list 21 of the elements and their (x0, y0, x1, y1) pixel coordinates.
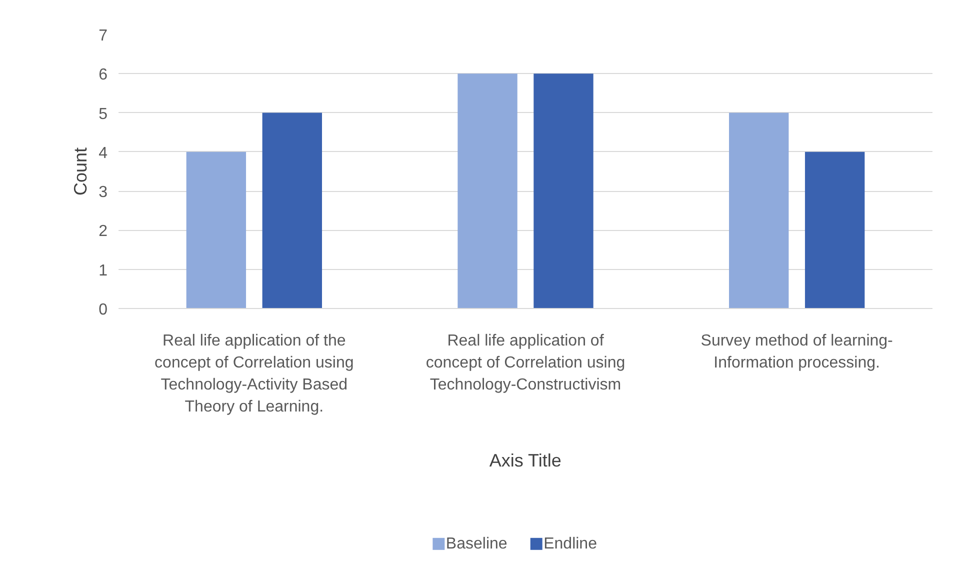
bar (262, 112, 322, 308)
y-tick-label: 2 (98, 223, 108, 240)
y-tick-label: 3 (98, 184, 108, 202)
bar (804, 152, 865, 308)
x-tick-label: Real life application of concept of Correlation using Technology-Constructivism (426, 332, 626, 394)
legend-label: Endline (544, 535, 598, 552)
legend-label: Baseline (446, 535, 508, 552)
bar (186, 152, 246, 308)
bar (534, 74, 594, 308)
x-axis-title: Axis Title (489, 450, 562, 470)
y-tick-label: 1 (98, 262, 108, 280)
y-tick-label: 7 (98, 28, 108, 44)
x-tick-label: Real life application of the concept of Correlation using Technology-Activity Based Theory of Learning. (154, 332, 354, 416)
y-axis-title: Count (70, 147, 91, 196)
bar (729, 112, 789, 308)
y-tick-label: 4 (98, 144, 108, 162)
y-tick-label: 0 (98, 302, 108, 318)
x-tick-label: Survey method of learning-Information processing. (700, 332, 893, 372)
bar (458, 74, 518, 308)
y-tick-label: 5 (98, 106, 108, 123)
y-tick-label: 6 (98, 66, 108, 84)
